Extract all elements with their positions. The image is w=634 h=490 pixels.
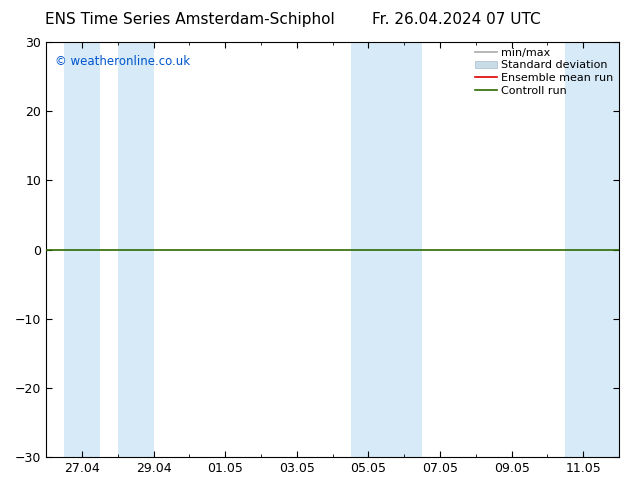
Bar [351, 42, 422, 457]
Bar [64, 42, 100, 457]
Legend: min/max, Standard deviation, Ensemble mean run, Controll run: min/max, Standard deviation, Ensemble me… [472, 46, 616, 98]
Text: Fr. 26.04.2024 07 UTC: Fr. 26.04.2024 07 UTC [372, 12, 541, 27]
Bar [566, 42, 634, 457]
Text: ENS Time Series Amsterdam-Schiphol: ENS Time Series Amsterdam-Schiphol [45, 12, 335, 27]
Text: © weatheronline.co.uk: © weatheronline.co.uk [55, 54, 190, 68]
Bar [118, 42, 153, 457]
